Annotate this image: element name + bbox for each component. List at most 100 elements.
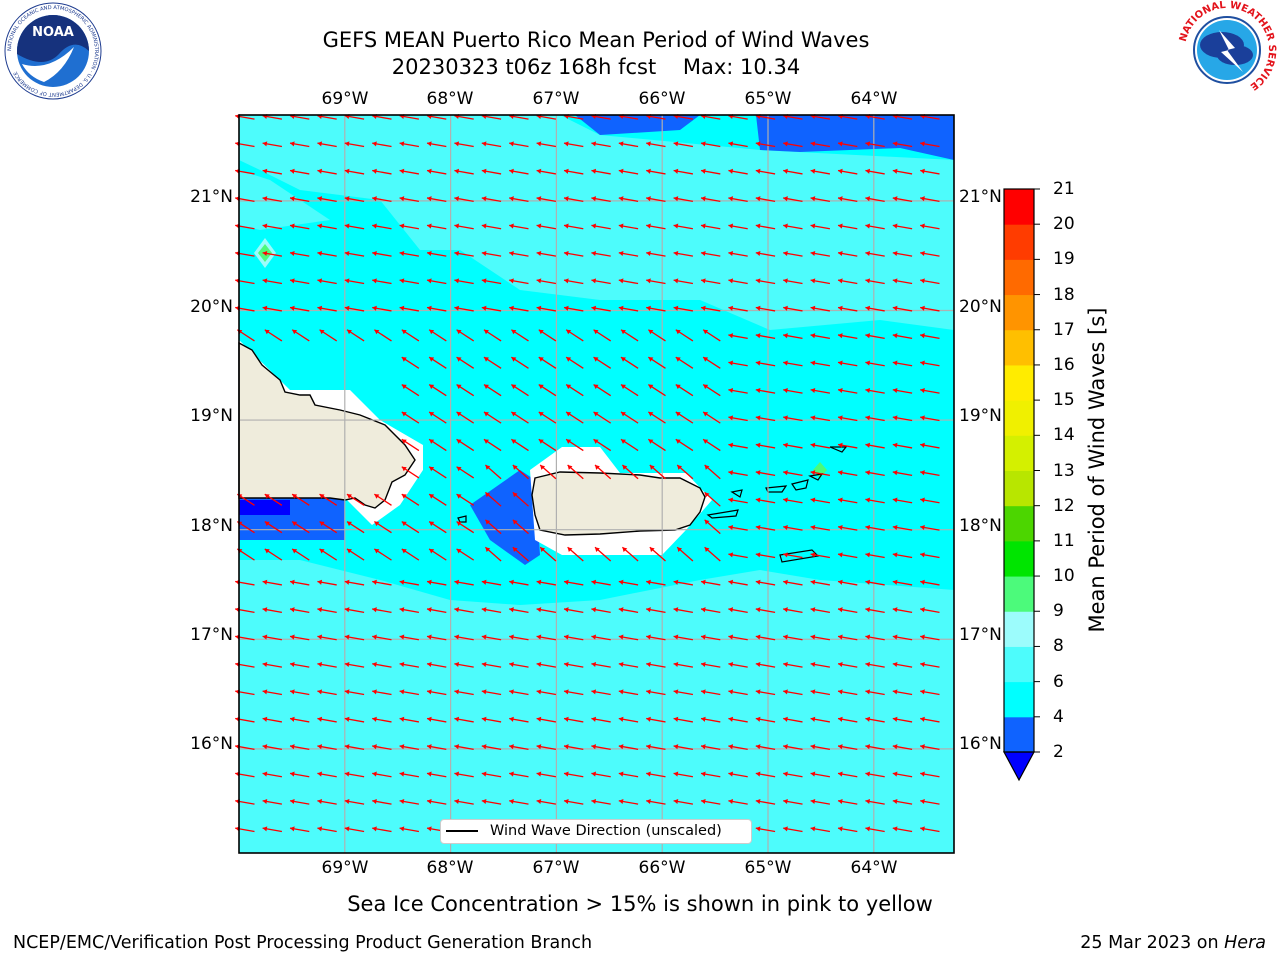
wind-wave-arrowhead — [563, 196, 569, 202]
wind-wave-arrowhead — [511, 329, 517, 335]
lon-label-bottom: 66°W — [638, 858, 686, 878]
wind-wave-arrowhead — [401, 439, 407, 444]
wind-wave-arrowhead — [372, 579, 377, 585]
lon-label-top: 69°W — [321, 89, 369, 109]
wind-wave-arrowhead — [783, 333, 788, 339]
wind-wave-arrowhead — [509, 661, 514, 668]
wind-wave-arrowhead — [892, 771, 898, 777]
colorbar-tick-label: 19 — [1053, 249, 1075, 270]
wind-wave-arrowhead — [920, 196, 925, 202]
wind-wave-arrowhead — [865, 415, 871, 421]
wind-wave-arrowhead — [319, 521, 325, 527]
wind-wave-arrowhead — [563, 250, 569, 257]
colorbar-tick-label: 18 — [1053, 284, 1075, 305]
wind-wave-arrowhead — [728, 744, 734, 750]
wind-wave-arrowhead — [675, 411, 681, 417]
wind-wave-arrowhead — [700, 305, 706, 311]
wind-wave-arrowhead — [700, 634, 706, 640]
wind-wave-arrowhead — [317, 168, 323, 174]
wind-wave-arrowhead — [509, 168, 514, 174]
wind-wave-arrowhead — [563, 689, 569, 695]
wind-wave-arrowhead — [673, 771, 679, 777]
wind-wave-arrowhead — [837, 552, 843, 558]
wind-wave-arrowhead — [865, 689, 871, 695]
wind-wave-arrowhead — [401, 466, 407, 472]
colorbar-segment — [1004, 435, 1034, 471]
wind-wave-arrowhead — [646, 798, 651, 805]
wind-wave-arrowhead — [728, 798, 734, 805]
wind-wave-arrowhead — [837, 524, 843, 531]
wind-wave-arrowhead — [426, 634, 432, 640]
wind-wave-arrowhead — [865, 552, 871, 558]
wind-wave-arrowhead — [372, 141, 377, 147]
wind-wave-arrowhead — [618, 607, 624, 613]
colorbar-segment — [1004, 400, 1034, 436]
wind-wave-arrowhead — [700, 689, 706, 695]
wind-wave-arrowhead — [728, 470, 734, 476]
wind-wave-arrowhead — [892, 196, 898, 202]
wind-wave-arrowhead — [372, 798, 377, 805]
wind-wave-arrowhead — [783, 634, 788, 640]
wind-wave-arrowhead — [509, 716, 514, 722]
wind-wave-arrowhead — [344, 661, 350, 668]
colorbar-tick-label: 13 — [1053, 460, 1075, 481]
wind-wave-arrowhead — [536, 689, 542, 695]
wind-wave-arrowhead — [648, 329, 654, 335]
colorbar-tick-label: 9 — [1053, 601, 1064, 622]
wind-wave-arrowhead — [728, 689, 734, 695]
wind-wave-arrowhead — [837, 196, 843, 202]
wind-wave-arrowhead — [728, 333, 734, 339]
wind-wave-arrowhead — [481, 771, 487, 777]
wind-wave-arrowhead — [454, 168, 460, 174]
wind-wave-arrowhead — [700, 607, 706, 613]
wind-wave-arrowhead — [648, 439, 654, 444]
ocean-band-light — [239, 560, 954, 853]
wind-wave-arrowhead — [512, 547, 518, 553]
wind-wave-arrowhead — [920, 168, 925, 174]
wind-wave-arrowhead — [618, 223, 624, 229]
wind-wave-arrowhead — [591, 798, 597, 805]
wind-wave-arrowhead — [399, 196, 405, 202]
wind-wave-arrowhead — [344, 607, 350, 613]
wind-wave-arrowhead — [673, 196, 679, 202]
footer-branch: NCEP/EMC/Verification Post Processing Pr… — [13, 933, 593, 953]
lat-label-right: 17°N — [959, 625, 1002, 645]
wind-wave-arrowhead — [344, 689, 350, 695]
wind-wave-arrowhead — [783, 196, 788, 202]
wind-wave-arrowhead — [317, 579, 323, 585]
colorbar-tick-label: 8 — [1053, 636, 1064, 657]
noaa-logo: NATIONAL OCEANIC AND ATMOSPHERIC ADMINIS… — [4, 2, 102, 100]
wind-wave-arrowhead — [783, 250, 788, 257]
wind-wave-arrowhead — [920, 250, 925, 257]
wind-wave-arrowhead — [289, 278, 295, 284]
wind-wave-arrowhead — [837, 826, 843, 832]
wind-wave-arrowhead — [399, 826, 405, 832]
wind-wave-arrowhead — [865, 744, 871, 750]
colorbar-tick-label: 16 — [1053, 354, 1075, 375]
wind-wave-arrowhead — [892, 661, 898, 668]
wind-wave-arrowhead — [755, 333, 761, 339]
wind-wave-arrowhead — [344, 798, 350, 805]
wind-wave-arrowhead — [892, 333, 898, 339]
wind-wave-arrowhead — [429, 521, 435, 527]
wind-wave-arrowhead — [538, 439, 544, 444]
wind-wave-arrowhead — [920, 579, 925, 585]
wind-wave-arrowhead — [374, 494, 380, 499]
wind-wave-arrowhead — [810, 634, 816, 640]
wind-wave-arrowhead — [920, 524, 925, 531]
lat-label-right: 19°N — [959, 406, 1002, 426]
colorbar-tick-label: 2 — [1053, 742, 1064, 762]
wind-wave-arrowhead — [865, 196, 871, 202]
wind-wave-arrowhead — [483, 411, 489, 417]
lon-label-bottom: 69°W — [321, 858, 369, 878]
wind-wave-arrowhead — [536, 744, 542, 750]
wind-wave-arrowhead — [673, 607, 679, 613]
wind-wave-arrowhead — [700, 223, 706, 229]
wind-wave-arrowhead — [399, 771, 405, 777]
wind-wave-arrowhead — [264, 548, 270, 554]
wind-wave-arrowhead — [262, 826, 268, 832]
colorbar-segment — [1004, 576, 1034, 612]
wind-wave-arrowhead — [262, 771, 268, 777]
wind-wave-arrowhead — [485, 519, 491, 525]
wind-wave-arrowhead — [591, 196, 597, 202]
